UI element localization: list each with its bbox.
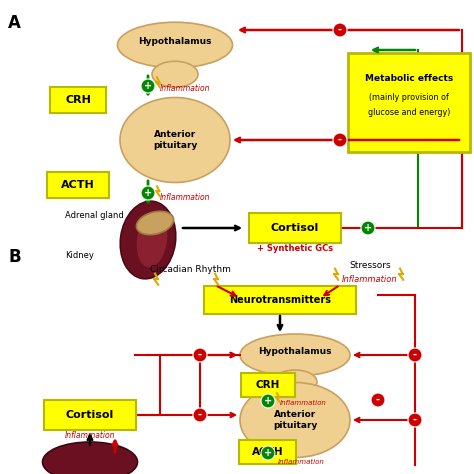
Ellipse shape [273,370,317,394]
FancyBboxPatch shape [47,172,109,198]
FancyBboxPatch shape [348,53,470,152]
FancyBboxPatch shape [241,373,295,397]
Text: Circadian Rhythm: Circadian Rhythm [150,265,230,274]
Text: +: + [264,396,272,406]
Ellipse shape [120,98,230,182]
Circle shape [408,413,422,427]
Text: (mainly provision of: (mainly provision of [369,92,449,101]
Text: Inflammation: Inflammation [160,192,210,201]
Ellipse shape [152,61,198,87]
Circle shape [193,408,207,422]
Text: Anterior
pituitary: Anterior pituitary [273,410,317,430]
Circle shape [361,221,375,235]
Text: Inflammation: Inflammation [65,430,115,439]
Text: + Synthetic GCs: + Synthetic GCs [257,244,333,253]
FancyBboxPatch shape [249,213,341,243]
Ellipse shape [137,211,173,235]
Text: Cortisol: Cortisol [66,410,114,420]
Text: Anterior
pituitary: Anterior pituitary [153,130,197,150]
Circle shape [261,446,275,460]
Circle shape [371,393,385,407]
Text: Inflammation: Inflammation [342,275,398,284]
Text: +: + [264,448,272,458]
Text: Hypothalamus: Hypothalamus [258,347,332,356]
Text: +: + [364,223,372,233]
FancyBboxPatch shape [239,440,297,464]
Text: -: - [413,415,417,425]
Ellipse shape [120,201,176,279]
FancyBboxPatch shape [44,400,136,430]
Text: Hypothalamus: Hypothalamus [138,37,212,46]
Text: -: - [198,350,202,360]
Text: Neurotransmitters: Neurotransmitters [229,295,331,305]
Circle shape [141,186,155,200]
Circle shape [408,348,422,362]
Ellipse shape [43,442,137,474]
Text: Metabolic effects: Metabolic effects [365,73,453,82]
Circle shape [141,79,155,93]
Text: -: - [338,25,342,35]
Text: -: - [198,410,202,420]
Text: -: - [413,350,417,360]
Text: Inflammation: Inflammation [160,83,210,92]
Text: -: - [376,395,380,405]
FancyBboxPatch shape [204,286,356,314]
Ellipse shape [137,213,167,267]
Text: B: B [8,248,21,266]
Text: A: A [8,14,21,32]
Text: Stressors: Stressors [349,261,391,270]
Text: ACTH: ACTH [61,180,95,190]
Text: Inflammation: Inflammation [278,459,325,465]
Text: -: - [338,135,342,145]
Circle shape [261,394,275,408]
Ellipse shape [118,22,233,68]
Text: +: + [144,188,152,198]
Text: CRH: CRH [65,95,91,105]
Ellipse shape [240,334,350,376]
Text: Inflammation: Inflammation [280,400,327,406]
Ellipse shape [240,383,350,457]
Circle shape [333,133,347,147]
Text: ACTH: ACTH [252,447,284,457]
Text: +: + [144,81,152,91]
FancyBboxPatch shape [49,87,107,113]
Text: Adrenal gland: Adrenal gland [65,210,124,219]
Text: Cortisol: Cortisol [271,223,319,233]
Circle shape [193,348,207,362]
Text: glucose and energy): glucose and energy) [368,108,450,117]
Text: Kidney: Kidney [65,250,94,259]
Text: CRH: CRH [256,380,280,390]
Circle shape [333,23,347,37]
